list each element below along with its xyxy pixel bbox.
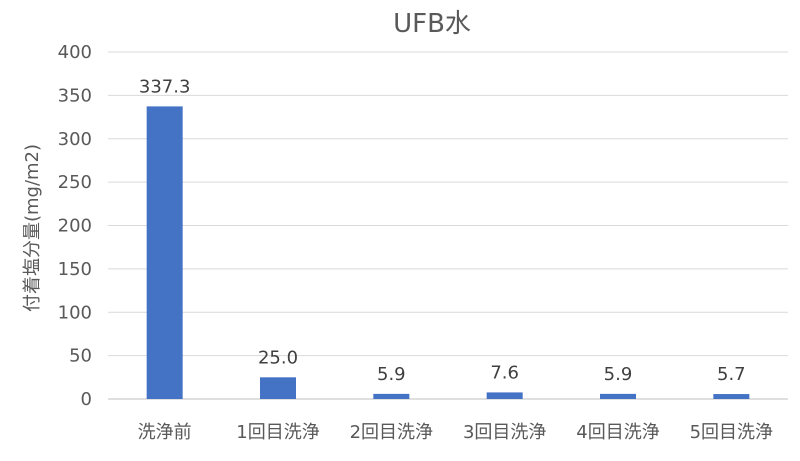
data-label: 5.9 (604, 364, 633, 385)
category-label: 洗浄前 (138, 422, 192, 443)
y-tick-label: 250 (58, 172, 92, 193)
chart-title: UFB水 (393, 9, 471, 39)
y-axis-label: 付着塩分量(mg/m2) (22, 144, 43, 312)
gridlines (108, 51, 788, 400)
category-label: 4回目洗浄 (576, 422, 659, 443)
bars (146, 106, 750, 400)
data-label: 337.3 (139, 76, 191, 97)
category-label: 5回目洗浄 (690, 422, 773, 443)
bar (146, 106, 183, 400)
bar (260, 377, 296, 399)
data-label: 5.9 (377, 364, 406, 385)
y-tick-labels: 0 50 100 150 200 250 300 350 400 (58, 42, 92, 410)
category-label: 2回目洗浄 (350, 422, 433, 443)
data-labels: 337.3 25.0 5.9 7.6 5.9 5.7 (139, 76, 746, 385)
bar (486, 392, 523, 399)
y-tick-label: 50 (69, 346, 92, 367)
y-tick-label: 100 (58, 302, 92, 323)
y-tick-label: 200 (58, 216, 92, 237)
data-label: 25.0 (258, 347, 298, 368)
bar (373, 393, 410, 399)
y-tick-label: 350 (58, 85, 92, 106)
y-tick-label: 0 (81, 389, 92, 410)
category-label: 1回目洗浄 (236, 422, 319, 443)
bar (713, 394, 750, 399)
category-label: 3回目洗浄 (463, 422, 546, 443)
data-label: 5.7 (717, 364, 746, 385)
bar (600, 393, 636, 399)
data-label: 7.6 (490, 362, 519, 383)
category-labels: 洗浄前 1回目洗浄 2回目洗浄 3回目洗浄 4回目洗浄 5回目洗浄 (138, 422, 773, 443)
y-tick-label: 150 (58, 259, 92, 280)
y-tick-label: 300 (58, 129, 92, 150)
y-tick-label: 400 (58, 42, 92, 63)
